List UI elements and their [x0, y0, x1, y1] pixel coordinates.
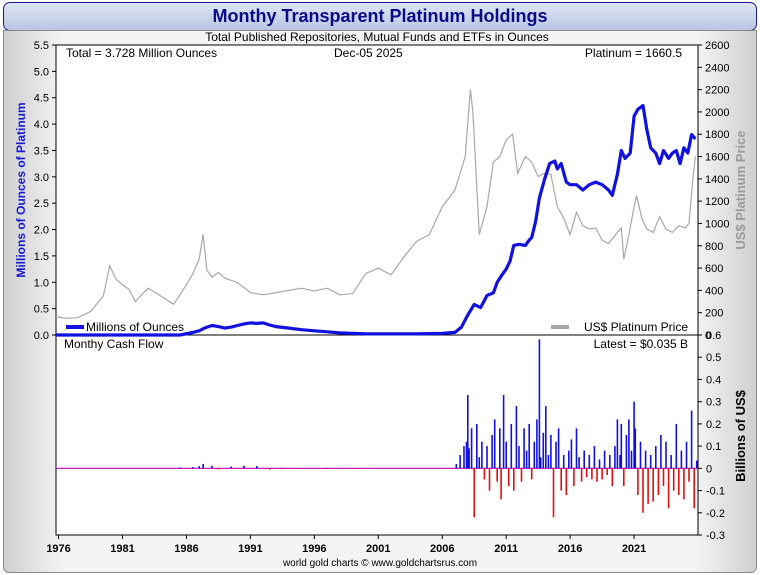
- annotation-total: Total = 3.728 Million Ounces: [66, 46, 217, 60]
- x-axis-ticks: 1976 1981 1986 1991 1996 2001 2006 2011 2016 2021: [46, 535, 646, 555]
- plot-area: [55, 44, 699, 536]
- right-tick-label: 1600: [705, 152, 729, 164]
- right-tick-label: 1200: [705, 196, 729, 208]
- x-tick-label: 2006: [430, 543, 454, 555]
- right-tick-label: 800: [705, 241, 723, 253]
- right-tick-label: 400: [705, 285, 723, 297]
- left-tick-label: 3.0: [34, 172, 49, 184]
- cashflow-tick-label: 0.3: [706, 397, 721, 409]
- right-tick-label: 2200: [705, 85, 729, 97]
- cashflow-tick-label: -0.1: [706, 486, 725, 498]
- legend-price-label: US$ Platinum Price: [584, 320, 688, 334]
- right-tick-label: 200: [705, 308, 723, 320]
- cashflow-tick-label: -0.3: [706, 530, 725, 542]
- right-tick-label: 1000: [705, 218, 729, 230]
- cashflow-tick-label: 0.2: [706, 419, 721, 431]
- left-tick-label: 0.5: [34, 304, 49, 316]
- left-tick-label: 4.5: [34, 93, 49, 105]
- right-tick-label: 600: [705, 263, 723, 275]
- left-tick-label: 3.5: [34, 145, 49, 157]
- cashflow-tick-label: 0.5: [706, 352, 721, 364]
- annotation-price: Platinum = 1660.5: [585, 46, 682, 60]
- holdings-line: [56, 103, 697, 337]
- page-title: Monthy Transparent Platinum Holdings: [3, 2, 757, 31]
- right-axis-ticks-cashflow: 0.6 0.5 0.4 0.3 0.2 0.1 0 -0.1 -0.2 -0.3: [698, 330, 725, 542]
- right-tick-label: 2000: [705, 107, 729, 119]
- x-tick-label: 1981: [110, 543, 134, 555]
- right-tick-label: 0: [705, 330, 711, 342]
- left-tick-label: 1.5: [34, 251, 49, 263]
- cashflow-tick-label: 0: [706, 463, 712, 475]
- footer-credit: world gold charts © www.goldchartsrus.co…: [282, 558, 478, 569]
- left-tick-label: 1.0: [34, 277, 49, 289]
- left-tick-label: 4.0: [34, 119, 49, 131]
- price-series: [55, 89, 696, 319]
- right-tick-label: 1800: [705, 129, 729, 141]
- x-tick-label: 1986: [174, 543, 198, 555]
- left-tick-label: 2.0: [34, 225, 49, 237]
- x-tick-label: 1991: [238, 543, 262, 555]
- cashflow-tick-label: -0.2: [706, 508, 725, 520]
- left-tick-label: 0.0: [34, 330, 49, 342]
- x-tick-label: 2021: [622, 543, 646, 555]
- cashflow-tick-label: 0.1: [706, 441, 721, 453]
- right-tick-label: 2400: [705, 62, 729, 74]
- cashflow-tick-label: 0.4: [706, 374, 721, 386]
- x-tick-label: 1996: [302, 543, 326, 555]
- right-axis-ticks-price: 0 200 400 600 800 1000 1200 1400 1600 1800 2000 220…: [698, 40, 729, 342]
- left-axis-title: Millions of Ounces of Platinum: [14, 102, 28, 277]
- left-tick-label: 5.0: [34, 66, 49, 78]
- x-tick-label: 2001: [366, 543, 390, 555]
- x-tick-label: 1976: [46, 543, 70, 555]
- annotation-date: Dec-05 2025: [334, 46, 403, 60]
- right-tick-label: 2600: [705, 40, 729, 52]
- left-tick-label: 2.5: [34, 198, 49, 210]
- cashflow-label: Monthy Cash Flow: [64, 337, 164, 351]
- right-tick-label: 1400: [705, 174, 729, 186]
- right-axis-title-cashflow: Billions of US$: [733, 389, 748, 482]
- chart-subtitle: Total Published Repositories, Mutual Fun…: [205, 30, 549, 44]
- price-line: [55, 89, 696, 319]
- cashflow-tick-label: 0.6: [706, 330, 721, 342]
- x-tick-label: 2016: [558, 543, 582, 555]
- holdings-series: [56, 103, 697, 337]
- cashflow-bars: [179, 339, 698, 518]
- cashflow-latest: Latest = $0.035 B: [594, 337, 688, 351]
- x-tick-label: 2011: [494, 543, 518, 555]
- right-axis-title-price: US$ Platinum Price: [733, 130, 748, 249]
- legend-holdings-label: Millions of Ounces: [86, 320, 184, 334]
- left-tick-label: 5.5: [34, 40, 49, 52]
- left-axis-ticks: 0.0 0.5 1.0 1.5 2.0 2.5 3.0 3.5 4.0 4.5 5.0 5.5: [34, 40, 56, 342]
